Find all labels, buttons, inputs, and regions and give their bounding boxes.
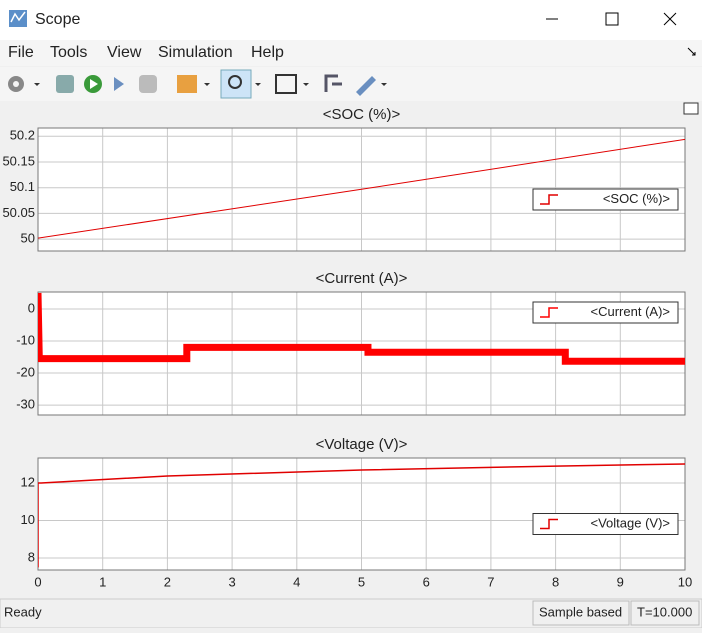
legend-box [532,513,679,535]
legend-symbol [540,194,558,205]
window-title: Scope [35,11,80,28]
maximize-button[interactable] [605,12,619,26]
y-tick-label: 12 [21,474,35,489]
settings-hole [13,81,19,87]
measure-button[interactable] [356,76,376,96]
x-tick-label: 0 [34,574,41,589]
zoom-icon [228,75,242,89]
x-tick-label: 10 [678,574,692,589]
y-tick-label: 50 [21,231,35,246]
legend-box [532,188,679,211]
highlight-button[interactable] [177,75,197,93]
y-tick-label: -20 [16,364,35,379]
y-tick-label: 50.15 [2,153,35,168]
menu-file[interactable]: File [8,44,34,61]
title-bar [0,0,702,40]
x-tick-label: 9 [617,574,624,589]
y-tick-label: 50.1 [10,179,35,194]
zoom-button[interactable] [220,69,252,99]
run-icon [90,79,98,89]
status-bar [0,598,702,629]
menu-tools[interactable]: Tools [50,44,87,61]
status-sample: Sample based [539,604,622,619]
step-back-button[interactable] [56,75,74,93]
toolbar [0,67,702,101]
y-tick-label: 50.05 [2,205,35,220]
status-box [532,600,630,626]
dropdown[interactable] [34,83,40,86]
legend-symbol [540,518,558,530]
y-tick-label: 50.2 [10,128,35,143]
menu-view[interactable]: View [107,44,142,61]
dropdown[interactable] [303,83,309,86]
plot-title: <Voltage (V)> [316,436,408,453]
y-tick-label: 0 [28,300,35,315]
menu-help[interactable]: Help [251,44,284,61]
data-line [38,138,685,239]
dropdown[interactable] [255,83,261,86]
menu-bar [0,40,702,66]
status-time: T=10.000 [637,604,692,619]
close-button[interactable] [663,12,677,26]
data-line [38,463,685,568]
y-tick-label: -10 [16,332,35,347]
dropdown[interactable] [381,83,387,86]
plot-title: <SOC (%)> [323,106,401,123]
undock-icon[interactable] [687,47,696,56]
x-tick-label: 1 [99,574,106,589]
stop-button[interactable] [139,75,157,93]
x-tick-label: 3 [228,574,235,589]
app-icon-graph [10,11,26,23]
legend-label: <Voltage (V)> [591,515,671,530]
status-box [630,600,700,626]
legend-symbol [540,307,558,318]
plot-title: <Current (A)> [316,270,408,287]
y-tick-label: 8 [28,549,35,564]
legend-label: <Current (A)> [591,304,670,319]
y-tick-label: 10 [21,512,35,527]
x-tick-label: 8 [552,574,559,589]
y-tick-label: -30 [16,397,35,412]
x-tick-label: 2 [164,574,171,589]
autoscale-button[interactable] [275,74,297,94]
x-tick-label: 4 [293,574,300,589]
step-forward-button[interactable] [114,77,124,91]
x-tick-label: 6 [423,574,430,589]
status-ready: Ready [4,604,42,619]
dropdown[interactable] [204,83,210,86]
menu-simulation[interactable]: Simulation [158,44,233,61]
x-tick-label: 7 [487,574,494,589]
plot-frame [37,127,686,252]
panel-button[interactable] [683,102,699,115]
legend-box [532,301,679,324]
data-line [38,292,685,365]
x-tick-label: 5 [358,574,365,589]
legend-label: <SOC (%)> [603,191,670,206]
cursor-button[interactable] [324,74,342,92]
